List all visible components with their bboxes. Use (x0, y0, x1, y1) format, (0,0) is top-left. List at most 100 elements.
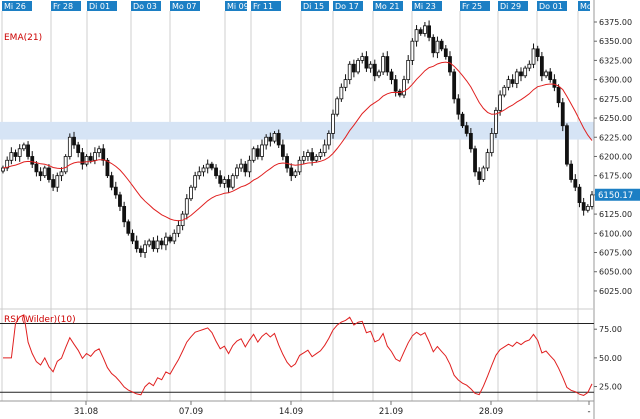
candle-body (72, 136, 76, 146)
candle-body (514, 71, 519, 84)
candle-body (414, 29, 419, 42)
candle-body (76, 144, 81, 154)
candle (138, 245, 143, 258)
candle-body (351, 63, 356, 73)
candle (377, 69, 381, 79)
candle-body (93, 152, 97, 161)
candle-body (560, 102, 565, 127)
candle (243, 161, 248, 177)
candle-body (410, 40, 415, 61)
candle-body (184, 198, 189, 215)
rsi-label: RSI (Wilder)(10) (4, 315, 76, 325)
candle-body (9, 152, 14, 161)
candle (514, 68, 519, 89)
candle-body (510, 79, 515, 84)
candle-body (435, 40, 440, 54)
candle-body (289, 167, 294, 177)
candle-body (406, 60, 411, 81)
candle (314, 154, 319, 163)
candle (427, 20, 431, 42)
candle (17, 144, 22, 162)
candle-body (239, 163, 244, 169)
candle (573, 174, 578, 192)
band-rect (0, 121, 594, 140)
rsi-tick-label: 25.00 (599, 383, 622, 392)
candle (356, 58, 360, 75)
candle-body (565, 125, 569, 165)
candle (556, 84, 561, 108)
date-tab-bg (412, 1, 442, 11)
candle-body (176, 225, 181, 234)
candle (502, 85, 507, 98)
candle-body (247, 159, 252, 173)
candle-body (80, 152, 85, 165)
price-tick-label: 6175.00 (599, 172, 632, 181)
candle-body (47, 167, 51, 180)
candle (226, 174, 231, 193)
candle (130, 229, 135, 245)
candle-body (205, 163, 210, 169)
candle-body (473, 148, 477, 173)
top-date-strip: Mi 26 Fr 28 Di 01 Do 03 Mo 07 Mi 09 Fr 11 Di 15… (0, 0, 594, 11)
rsi-level-lines (0, 322, 594, 393)
price-tick-label: 6300.00 (599, 76, 632, 85)
price-tick-label: 6375.00 (599, 18, 632, 27)
ema-line (2, 61, 593, 222)
candle-body (531, 48, 536, 65)
candle (42, 165, 47, 178)
candle (272, 131, 277, 144)
candle-body (381, 56, 386, 73)
date-tab-bg (2, 1, 32, 11)
price-tick-label: 6075.00 (599, 249, 632, 258)
candle-body (42, 167, 47, 177)
candle-body (301, 156, 306, 161)
candle (351, 59, 356, 78)
week-tick-label: 31.08 (74, 407, 98, 417)
current-price-bg (595, 188, 640, 201)
candle (423, 21, 427, 37)
candle (393, 75, 398, 97)
candle (30, 151, 35, 168)
date-tab-label: Fr 25 (462, 2, 482, 11)
candle (481, 165, 486, 182)
date-tab-label: Mo 07 (172, 2, 197, 11)
candle-body (255, 148, 260, 157)
candle (293, 169, 298, 178)
candle-body (230, 175, 235, 188)
candle-body (164, 236, 168, 246)
date-tab-bg (170, 1, 200, 11)
week-tick-label: - (587, 407, 590, 417)
candle-body (318, 152, 323, 157)
candle (51, 174, 56, 192)
candle (402, 75, 406, 99)
candle-body (577, 186, 582, 203)
candle-body (222, 179, 227, 184)
candle-body (214, 167, 218, 177)
candle-body (335, 98, 340, 115)
candle (339, 83, 344, 102)
candle (113, 181, 118, 199)
week-tick-label: 14.09 (279, 407, 303, 417)
date-tab-bg (460, 1, 490, 11)
candle-body (389, 71, 394, 81)
candle (443, 45, 448, 60)
candle (560, 98, 565, 132)
price-tick-label: 6350.00 (599, 37, 632, 46)
candle (301, 151, 306, 165)
candle (218, 170, 223, 188)
candle (5, 156, 10, 172)
candle-body (468, 133, 473, 150)
price-axis: 6375.00 6350.00 6325.00 6300.00 6275.00 6250.… (593, 0, 640, 419)
candle (326, 130, 331, 150)
candle (460, 111, 465, 129)
candle (519, 67, 523, 82)
candle (489, 128, 494, 157)
candle-body (427, 25, 431, 38)
candle-body (147, 240, 152, 246)
candle-body (544, 71, 548, 77)
candle-body (130, 232, 135, 242)
candle (552, 74, 557, 92)
candle (297, 156, 302, 175)
date-tab-label: Do 01 (539, 2, 563, 11)
candle-body (51, 179, 56, 188)
